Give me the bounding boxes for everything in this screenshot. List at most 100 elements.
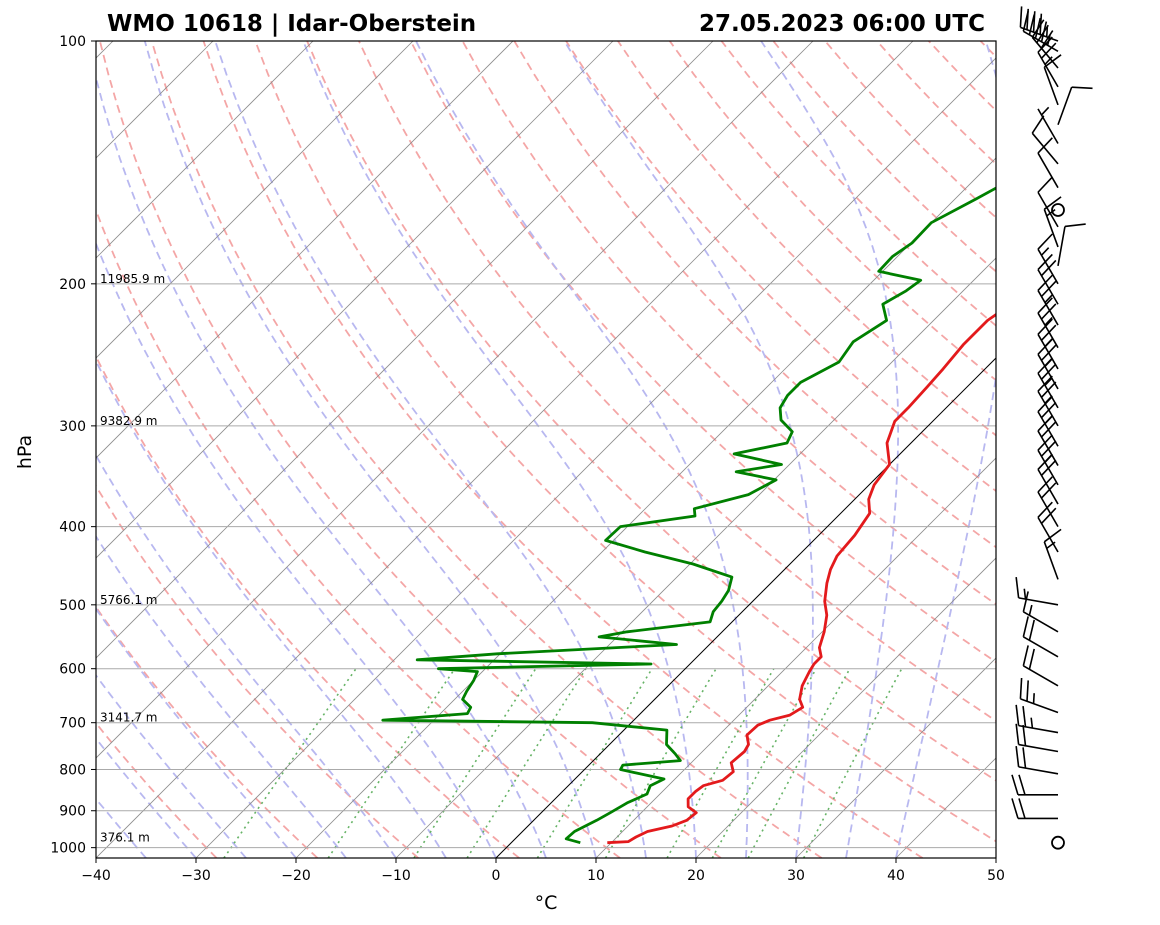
- plot-area: [96, 41, 996, 858]
- isotherm-line: [96, 41, 714, 659]
- wind-barb-half-flag: [1030, 717, 1034, 729]
- wind-barb-flag: [1040, 280, 1057, 298]
- wind-barb-flag: [1022, 591, 1029, 612]
- wind-barb-flag: [1040, 363, 1057, 380]
- wind-barb-flag: [1037, 318, 1053, 335]
- wind-barb-shaft: [1043, 67, 1059, 106]
- dry-adiabat-line: [99, 41, 722, 858]
- wind-barb-flag: [1040, 344, 1057, 361]
- x-tick-label: −10: [381, 868, 411, 884]
- moist-adiabats: [96, 41, 996, 858]
- y-tick-label: 100: [59, 34, 86, 50]
- wind-barb-flag: [1040, 401, 1057, 419]
- height-label: 3141.7 m: [100, 711, 158, 725]
- moist-adiabat-line: [302, 41, 697, 858]
- y-tick-label: 600: [59, 662, 86, 678]
- wind-barb-shaft: [1057, 86, 1073, 126]
- isotherm-line: [795, 657, 996, 858]
- wind-barb: [1043, 528, 1062, 580]
- zero-isotherm: [495, 357, 996, 858]
- mixing-ratio-line: [536, 668, 653, 858]
- mixing-ratio-line: [413, 668, 537, 858]
- wind-barb-flag: [1040, 30, 1054, 49]
- wind-barb-flag: [1043, 528, 1062, 543]
- wind-barb-flag: [1040, 303, 1057, 320]
- wind-barb-flag: [1043, 54, 1062, 68]
- wind-barb-flag: [1011, 774, 1019, 796]
- dry-adiabat-line: [254, 41, 996, 843]
- moist-adiabat-line: [895, 41, 996, 858]
- wind-barb-flag: [1022, 645, 1029, 666]
- y-tick-label: 800: [59, 762, 86, 778]
- moist-adiabat-line: [96, 74, 547, 858]
- mixing-ratio-line: [327, 668, 456, 858]
- dry-adiabat-line: [409, 41, 996, 664]
- wind-barb: [1057, 223, 1086, 266]
- moist-adiabat-line: [214, 41, 647, 858]
- isotherm-line: [595, 457, 996, 858]
- mixing-ratio-line: [802, 668, 903, 858]
- dry-adiabat-line: [96, 207, 621, 858]
- isotherm-line: [96, 41, 514, 459]
- x-tick-label: 10: [587, 868, 605, 884]
- wind-barb: [1037, 176, 1059, 228]
- mixing-ratio-line: [223, 668, 357, 858]
- wind-barb-flag: [1037, 338, 1053, 355]
- x-tick-label: 40: [887, 868, 905, 884]
- wind-barb-shaft: [1037, 191, 1059, 228]
- wind-barb: [1022, 645, 1059, 687]
- wind-barb: [1037, 106, 1059, 144]
- isotherm-line: [96, 41, 414, 359]
- wind-barb-flag: [1037, 253, 1053, 271]
- wind-barb-flag: [1018, 774, 1026, 796]
- isotherm-line: [695, 557, 996, 858]
- wind-barb-flag: [1022, 706, 1027, 727]
- wind-barb: [1022, 591, 1059, 633]
- moist-adiabat-line: [760, 41, 899, 858]
- height-label: 9382.9 m: [100, 414, 158, 428]
- mixing-ratio-line: [747, 668, 851, 858]
- wind-barb-flag: [1022, 724, 1027, 746]
- isotherm-line: [96, 41, 614, 559]
- isotherm-line: [195, 57, 996, 858]
- height-label: 376.1 m: [100, 831, 150, 845]
- wind-barb-shaft: [1037, 152, 1059, 189]
- wind-barb-flag: [1037, 233, 1053, 250]
- wind-barb-flag: [1037, 476, 1053, 493]
- wind-barb-flag: [1019, 677, 1023, 699]
- wind-barb-flag: [1037, 137, 1053, 154]
- wind-barb-flag: [1037, 36, 1053, 53]
- wind-barb-half-flag: [1023, 588, 1027, 600]
- x-tick-label: −40: [81, 868, 111, 884]
- calm-wind-circle: [1051, 203, 1065, 217]
- wind-barb-flag: [1040, 440, 1057, 457]
- y-axis-label: hPa: [14, 435, 36, 469]
- height-label: 5766.1 m: [100, 593, 158, 607]
- calm-wind-circle: [1051, 835, 1065, 850]
- x-tick-label: 0: [492, 868, 501, 884]
- wind-barb: [1037, 137, 1059, 189]
- wind-barb: [1011, 798, 1058, 820]
- dry-adiabat-line: [96, 605, 319, 858]
- wind-barb-flag: [1037, 501, 1053, 518]
- wind-barb: [1037, 36, 1059, 88]
- wind-barb: [1037, 453, 1059, 505]
- wind-barb-flag: [1040, 421, 1057, 438]
- mixing-ratio-line: [466, 668, 587, 858]
- wind-barb: [1037, 297, 1059, 349]
- y-tick-label: 500: [59, 598, 86, 614]
- wind-barb-flag: [1037, 297, 1053, 314]
- wind-barb-flag: [1015, 723, 1020, 745]
- dry-adiabat-line: [617, 41, 996, 437]
- y-tick-label: 400: [59, 520, 86, 536]
- wind-barbs: [1011, 6, 1093, 850]
- isotherm-line: [96, 41, 814, 759]
- wind-barb-half-flag: [1044, 294, 1053, 304]
- dry-adiabat-line: [513, 41, 996, 549]
- x-tick-label: 30: [787, 868, 805, 884]
- y-axis: 100 200 300 400 500 600 700 800 900 1000: [50, 34, 96, 857]
- wind-barb: [1037, 253, 1059, 305]
- wind-barb-flag: [1028, 648, 1036, 670]
- wind-barb-flag: [1064, 223, 1086, 228]
- height-label: 11985.9 m: [100, 272, 165, 286]
